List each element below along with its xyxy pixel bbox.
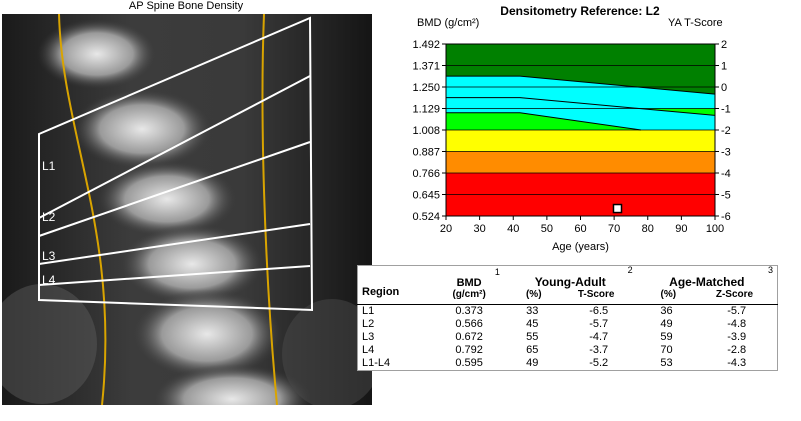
- y2-tick-label: -1: [721, 104, 731, 116]
- row-bmd: 0.792: [455, 344, 483, 356]
- row-ya-pct: 49: [526, 357, 539, 369]
- row-zscore: -3.9: [727, 331, 747, 343]
- table-row: L4 0.792 65 -3.7 70 -2.8: [358, 344, 778, 357]
- x-tick-label: 30: [474, 223, 486, 235]
- y2-tick-label: -5: [721, 190, 731, 202]
- col-young-adult-header: Young-Adult: [534, 275, 606, 289]
- x-tick-label: 100: [706, 223, 724, 235]
- results-table: Region 1 BMD (g/cm²) 2 Young-Adult (%) T…: [357, 265, 778, 371]
- footnote-2: 2: [627, 265, 633, 275]
- x-tick-label: 80: [642, 223, 654, 235]
- row-bmd: 0.595: [455, 357, 483, 369]
- row-region: L2: [362, 318, 375, 330]
- row-ya-pct: 33: [526, 305, 539, 317]
- row-tscore: -6.5: [589, 305, 609, 317]
- table-row: L1 0.373 33 -6.5 36 -5.7: [358, 305, 778, 319]
- zone-curve-cyan: [446, 97, 715, 130]
- roi-label-l4: L4: [42, 273, 56, 287]
- table-row: L1-L4 0.595 49 -5.2 53 -4.3: [358, 357, 778, 371]
- footnote-3: 3: [767, 265, 773, 275]
- row-am-pct: 53: [660, 357, 673, 369]
- y-tick-label: 0.645: [412, 190, 440, 202]
- y-tick-label: 1.371: [412, 61, 440, 73]
- y-tick-label: 0.766: [412, 168, 440, 180]
- y-tick-label: 0.887: [412, 147, 440, 159]
- row-zscore: -5.7: [727, 305, 747, 317]
- row-ya-pct: 55: [526, 331, 539, 343]
- row-am-pct: 59: [660, 331, 673, 343]
- zone-band: [446, 151, 715, 173]
- x-tick-label: 40: [507, 223, 519, 235]
- row-bmd: 0.373: [455, 305, 483, 317]
- y2-tick-label: -3: [721, 147, 731, 159]
- densitometry-chart: 0.524 0.645 0.766 0.887 1.008 1.129 1.250 1.371…: [412, 39, 731, 253]
- footnote-1: 1: [494, 267, 500, 277]
- y2-tick-label: 2: [721, 39, 727, 51]
- table-row: L2 0.566 45 -5.7 49 -4.8: [358, 318, 778, 331]
- spine-scan-image: L1 L2 L3 L4: [2, 14, 372, 405]
- row-zscore: -4.8: [727, 318, 747, 330]
- row-region: L1-L4: [362, 357, 391, 369]
- vertebrae: [2, 19, 372, 405]
- zone-curve-lightgreen: [446, 112, 642, 130]
- roi-label-l1: L1: [42, 159, 56, 173]
- row-tscore: -4.7: [589, 331, 609, 343]
- row-am-pct: 49: [660, 318, 673, 330]
- x-tick-label: 20: [440, 223, 452, 235]
- row-zscore: -2.8: [727, 344, 747, 356]
- row-ya-pct: 45: [526, 318, 539, 330]
- row-tscore: -5.7: [589, 318, 609, 330]
- col-bmd-unit: (g/cm²): [452, 289, 486, 300]
- bone-edge-right: [261, 14, 278, 405]
- ya-pct-header: (%): [525, 289, 542, 300]
- y2-tick-label: -6: [721, 211, 731, 223]
- row-zscore: -4.3: [727, 357, 747, 369]
- roi-label-l2: L2: [42, 210, 56, 224]
- zone-band: [446, 44, 715, 66]
- col-age-matched-header: Age-Matched: [669, 275, 745, 289]
- col-bmd-header: BMD: [456, 277, 482, 289]
- reference-curve: [446, 112, 642, 131]
- roi-label-l3: L3: [42, 249, 56, 263]
- bone-edge-left: [58, 14, 107, 405]
- zone-band: [446, 130, 715, 152]
- reference-curve: [446, 75, 716, 95]
- y2-tick-label: -4: [721, 168, 731, 180]
- x-tick-label: 50: [541, 223, 553, 235]
- row-ya-pct: 65: [526, 344, 539, 356]
- x-axis-label: Age (years): [552, 241, 609, 253]
- reference-curve: [446, 97, 716, 116]
- row-tscore: -3.7: [589, 344, 609, 356]
- row-region: L3: [362, 331, 375, 343]
- row-region: L1: [362, 305, 375, 317]
- x-tick-label: 60: [574, 223, 586, 235]
- row-bmd: 0.566: [455, 318, 483, 330]
- row-am-pct: 36: [660, 305, 673, 317]
- y-tick-label: 1.008: [412, 125, 440, 137]
- scan-title: AP Spine Bone Density: [128, 0, 244, 12]
- row-tscore: -5.2: [589, 357, 609, 369]
- am-zscore-header: Z-Score: [715, 289, 754, 300]
- y2-axis-label: YA T-Score: [668, 17, 723, 29]
- col-region-header: Region: [362, 286, 400, 298]
- y2-tick-label: -2: [721, 125, 731, 137]
- table-row: L3 0.672 55 -4.7 59 -3.9: [358, 331, 778, 344]
- ya-tscore-header: T-Score: [577, 289, 615, 300]
- y-tick-label: 1.492: [412, 39, 440, 51]
- row-am-pct: 70: [660, 344, 673, 356]
- x-tick-label: 90: [675, 223, 687, 235]
- y-axis-label: BMD (g/cm²): [417, 17, 480, 29]
- y2-tick-label: 0: [721, 82, 727, 94]
- y2-tick-label: 1: [721, 61, 727, 73]
- patient-marker: [612, 203, 623, 214]
- y-tick-label: 1.129: [412, 104, 440, 116]
- y-tick-label: 1.250: [412, 82, 440, 94]
- am-pct-header: (%): [660, 289, 677, 300]
- row-region: L4: [362, 344, 375, 356]
- chart-title: Densitometry Reference: L2: [500, 4, 660, 18]
- y-tick-label: 0.524: [412, 211, 440, 223]
- row-bmd: 0.672: [455, 331, 483, 343]
- roi-boxes[interactable]: [38, 16, 314, 312]
- x-tick-label: 70: [608, 223, 620, 235]
